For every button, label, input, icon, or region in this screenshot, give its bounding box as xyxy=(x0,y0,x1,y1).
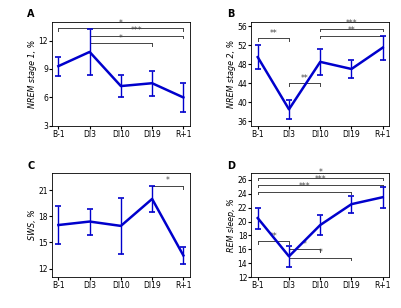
Text: D: D xyxy=(227,161,235,171)
Text: **: ** xyxy=(269,29,277,38)
Text: ***: *** xyxy=(314,175,326,184)
Text: *: * xyxy=(166,176,170,185)
Y-axis label: NREM stage 1, %: NREM stage 1, % xyxy=(28,40,37,108)
Text: B: B xyxy=(227,10,234,19)
Text: **: ** xyxy=(269,232,277,241)
Text: A: A xyxy=(27,10,35,19)
Y-axis label: REM sleep, %: REM sleep, % xyxy=(227,198,236,252)
Text: ***: *** xyxy=(131,26,142,35)
Text: *: * xyxy=(303,240,306,249)
Text: ***: *** xyxy=(299,182,310,191)
Y-axis label: NREM stage 2, %: NREM stage 2, % xyxy=(227,40,236,108)
Text: C: C xyxy=(27,161,34,171)
Text: ***: *** xyxy=(346,19,357,28)
Text: **: ** xyxy=(301,74,308,83)
Text: *: * xyxy=(318,168,322,177)
Text: *: * xyxy=(318,248,322,257)
Y-axis label: SWS, %: SWS, % xyxy=(28,210,37,241)
Text: **: ** xyxy=(348,26,355,35)
Text: *: * xyxy=(119,34,123,43)
Text: *: * xyxy=(119,19,123,28)
